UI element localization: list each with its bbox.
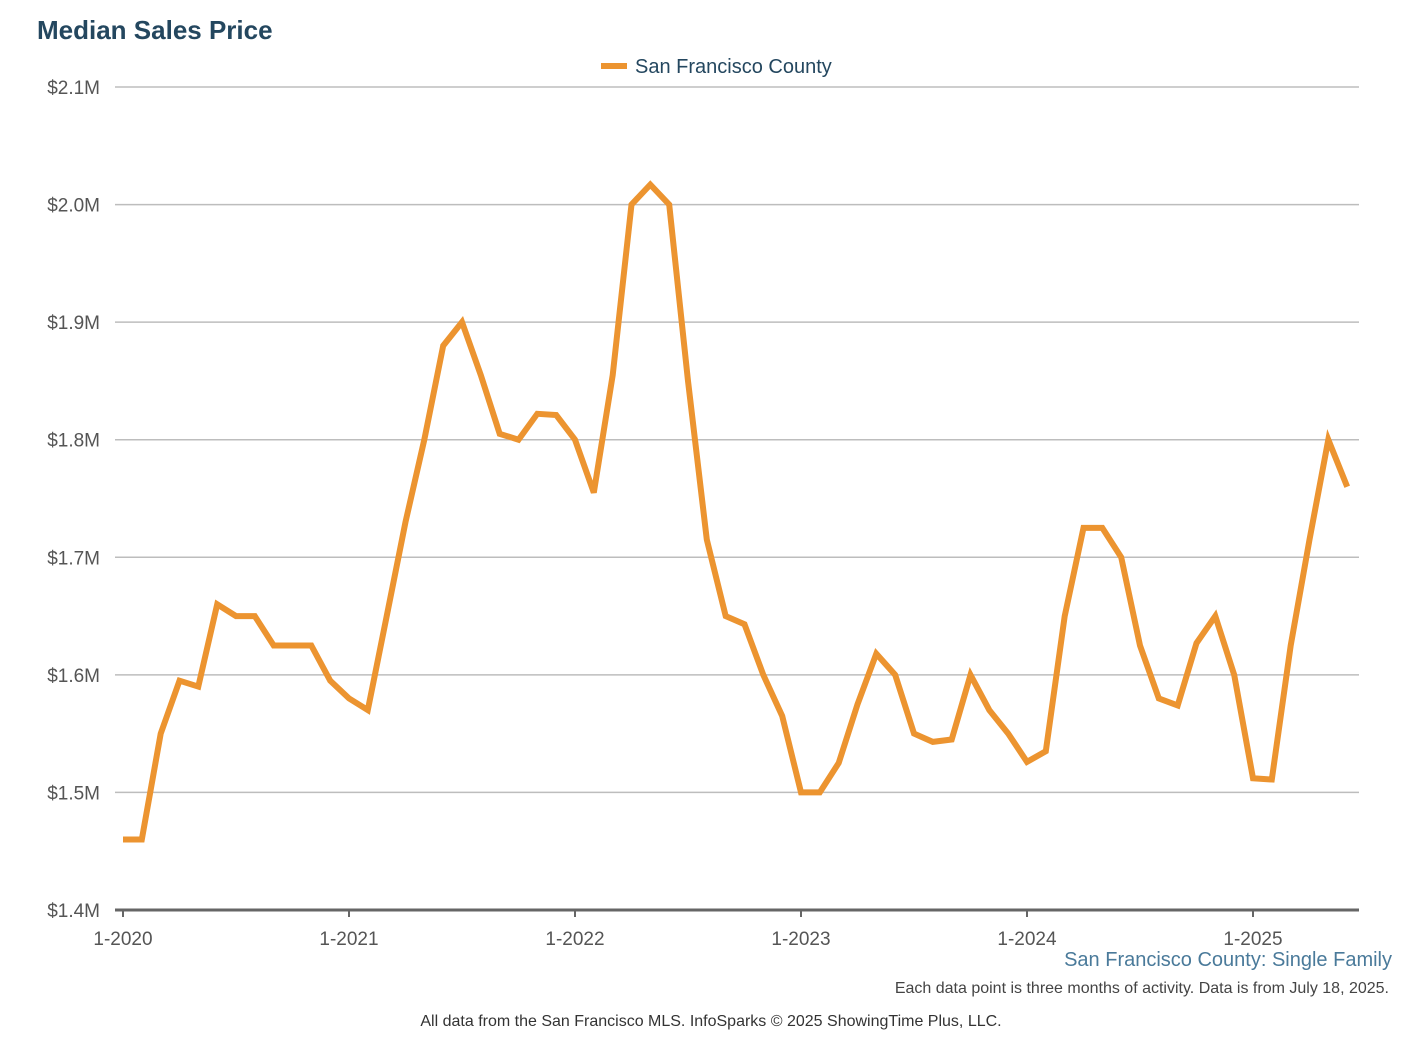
data-point[interactable] xyxy=(705,538,709,542)
data-point[interactable] xyxy=(404,520,408,524)
data-point[interactable] xyxy=(743,622,747,626)
data-point[interactable] xyxy=(573,438,577,442)
data-point[interactable] xyxy=(592,491,596,495)
data-point[interactable] xyxy=(780,714,784,718)
legend[interactable]: San Francisco County xyxy=(601,56,832,78)
data-point[interactable] xyxy=(1345,485,1349,489)
data-point[interactable] xyxy=(159,732,163,736)
data-point[interactable] xyxy=(347,696,351,700)
data-point[interactable] xyxy=(253,614,257,618)
chart-title: Median Sales Price xyxy=(37,15,273,45)
data-point[interactable] xyxy=(1195,641,1199,645)
y-tick-label: $2.0M xyxy=(47,196,100,217)
data-point[interactable] xyxy=(328,679,332,683)
data-point[interactable] xyxy=(196,685,200,689)
data-point[interactable] xyxy=(1308,538,1312,542)
series-layer xyxy=(121,180,1350,843)
data-point[interactable] xyxy=(291,644,295,648)
data-point[interactable] xyxy=(950,738,954,742)
data-point[interactable] xyxy=(912,732,916,736)
data-point[interactable] xyxy=(1082,526,1086,530)
data-point[interactable] xyxy=(272,644,276,648)
data-point[interactable] xyxy=(1044,749,1048,753)
data-point[interactable] xyxy=(535,412,539,416)
data-point[interactable] xyxy=(498,432,502,436)
series-line-san-francisco-county[interactable] xyxy=(123,180,1350,843)
data-point[interactable] xyxy=(441,344,445,348)
data-point[interactable] xyxy=(1138,644,1142,648)
data-point[interactable] xyxy=(686,379,690,383)
data-point[interactable] xyxy=(630,203,634,207)
data-point[interactable] xyxy=(611,373,615,377)
y-tick-label: $1.8M xyxy=(47,431,100,452)
data-point[interactable] xyxy=(140,838,144,842)
data-point[interactable] xyxy=(1270,778,1274,782)
y-tick-label: $1.7M xyxy=(47,548,100,569)
data-point[interactable] xyxy=(1006,732,1010,736)
data-point[interactable] xyxy=(479,373,483,377)
data-point[interactable] xyxy=(1251,776,1255,780)
y-tick-label: $1.6M xyxy=(47,666,100,687)
data-point[interactable] xyxy=(818,790,822,794)
data-point[interactable] xyxy=(422,438,426,442)
y-tick-label: $2.1M xyxy=(47,78,100,99)
data-point[interactable] xyxy=(121,838,125,842)
data-point[interactable] xyxy=(1063,614,1067,618)
footer-credit: All data from the San Francisco MLS. Inf… xyxy=(420,1013,1002,1030)
data-point[interactable] xyxy=(1232,673,1236,677)
data-point[interactable] xyxy=(385,614,389,618)
data-point[interactable] xyxy=(517,438,521,442)
data-point[interactable] xyxy=(460,320,464,324)
data-note: Each data point is three months of activ… xyxy=(894,980,1389,997)
x-tick-label: 1-2021 xyxy=(319,929,378,950)
data-point[interactable] xyxy=(799,790,803,794)
data-point[interactable] xyxy=(178,679,182,683)
data-point[interactable] xyxy=(1326,438,1330,442)
data-point[interactable] xyxy=(667,203,671,207)
data-point[interactable] xyxy=(1289,644,1293,648)
x-tick-label: 1-2022 xyxy=(545,929,604,950)
data-point[interactable] xyxy=(1157,696,1161,700)
data-point[interactable] xyxy=(309,644,313,648)
data-point[interactable] xyxy=(1176,703,1180,707)
data-point[interactable] xyxy=(837,761,841,765)
data-point[interactable] xyxy=(1100,526,1104,530)
grid-layer xyxy=(115,86,1359,794)
x-tick-label: 1-2025 xyxy=(1223,929,1282,950)
y-tick-label: $1.9M xyxy=(47,313,100,334)
data-point[interactable] xyxy=(1119,555,1123,559)
legend-label: San Francisco County xyxy=(635,56,832,78)
axis-layer: $1.4M $1.5M $1.6M $1.7M $1.8M $1.9M $2.0M $2.1M… xyxy=(47,78,1359,950)
chart-subtitle: San Francisco County: Single Family xyxy=(1064,949,1392,971)
data-point[interactable] xyxy=(761,673,765,677)
data-point[interactable] xyxy=(969,673,973,677)
x-tick-label: 1-2020 xyxy=(93,929,152,950)
data-point[interactable] xyxy=(215,602,219,606)
data-point[interactable] xyxy=(1025,760,1029,764)
data-point[interactable] xyxy=(856,702,860,706)
data-point[interactable] xyxy=(893,673,897,677)
x-tick-label: 1-2023 xyxy=(771,929,830,950)
data-point[interactable] xyxy=(724,614,728,618)
data-point[interactable] xyxy=(1213,614,1217,618)
data-point[interactable] xyxy=(931,740,935,744)
data-point[interactable] xyxy=(366,708,370,712)
y-tick-label: $1.4M xyxy=(47,901,100,922)
data-point[interactable] xyxy=(987,708,991,712)
y-tick-label: $1.5M xyxy=(47,783,100,804)
x-tick-label: 1-2024 xyxy=(997,929,1057,950)
data-point[interactable] xyxy=(874,652,878,656)
data-point[interactable] xyxy=(234,614,238,618)
data-point[interactable] xyxy=(554,413,558,417)
data-point[interactable] xyxy=(648,183,652,187)
